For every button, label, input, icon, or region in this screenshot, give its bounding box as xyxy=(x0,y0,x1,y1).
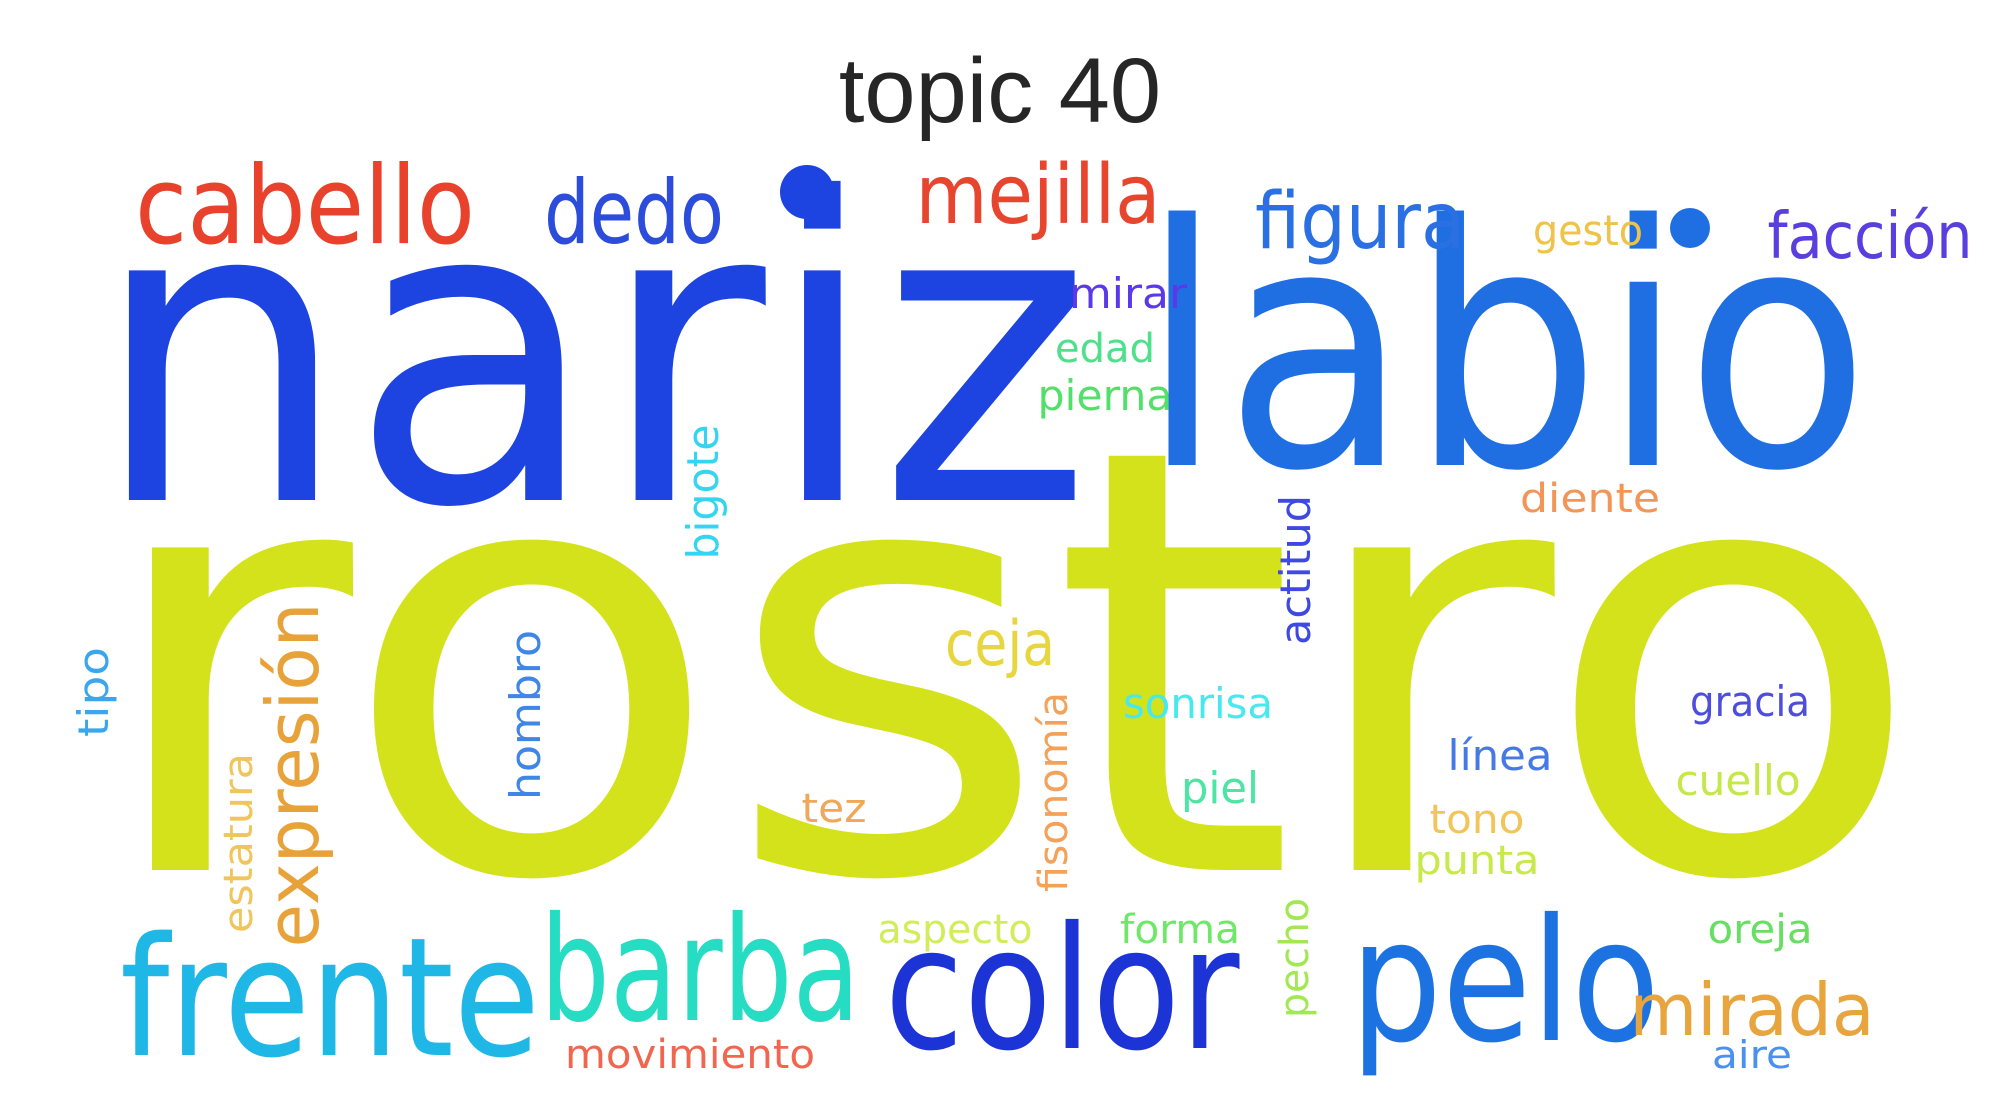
word-cabello: cabello xyxy=(135,144,475,269)
word-facción: facción xyxy=(1768,200,1973,274)
word-pelo: pelo xyxy=(1350,883,1660,1081)
word-mirar: mirar xyxy=(1069,269,1188,318)
word-tono: tono xyxy=(1430,797,1525,843)
word-gesto: gesto xyxy=(1533,206,1643,255)
dot-mark xyxy=(780,165,834,219)
word-piel: piel xyxy=(1181,763,1259,814)
word-estatura: estatura xyxy=(216,753,262,933)
word-movimiento: movimiento xyxy=(565,1032,815,1078)
word-sonrisa: sonrisa xyxy=(1123,679,1273,728)
dot-mark xyxy=(1670,208,1710,248)
word-actitud: actitud xyxy=(1271,495,1320,645)
word-punta: punta xyxy=(1415,838,1540,884)
word-rostro: rostro xyxy=(95,323,1925,1010)
word-labio: labio xyxy=(1140,155,1870,545)
word-hombro: hombro xyxy=(501,630,550,800)
word-expresión: expresión xyxy=(251,603,335,948)
word-mejilla: mejilla xyxy=(916,148,1161,243)
word-frente: frente xyxy=(120,902,540,1094)
word-diente: diente xyxy=(1520,476,1660,522)
word-forma: forma xyxy=(1120,907,1240,953)
word-tipo: tipo xyxy=(69,647,118,737)
word-pierna: pierna xyxy=(1038,371,1173,420)
word-oreja: oreja xyxy=(1708,907,1813,953)
word-nariz: nariz xyxy=(92,111,1092,600)
word-fisonomía: fisonomía xyxy=(1031,692,1077,892)
word-color: color xyxy=(885,891,1240,1089)
word-bigote: bigote xyxy=(678,425,729,560)
word-línea: línea xyxy=(1448,731,1553,780)
word-dedo: dedo xyxy=(544,161,724,264)
word-ceja: ceja xyxy=(945,607,1055,680)
word-aspecto: aspecto xyxy=(878,907,1033,953)
chart-title: topic 40 xyxy=(838,40,1162,142)
word-figura: figura xyxy=(1255,177,1465,267)
word-edad: edad xyxy=(1055,326,1155,372)
word-gracia: gracia xyxy=(1690,677,1810,726)
word-aire: aire xyxy=(1712,1033,1792,1077)
word-pecho: pecho xyxy=(1272,898,1318,1018)
word-tez: tez xyxy=(802,786,867,832)
word-mirada: mirada xyxy=(1630,968,1875,1052)
word-cuello: cuello xyxy=(1676,756,1801,805)
word-barba: barba xyxy=(540,886,860,1055)
